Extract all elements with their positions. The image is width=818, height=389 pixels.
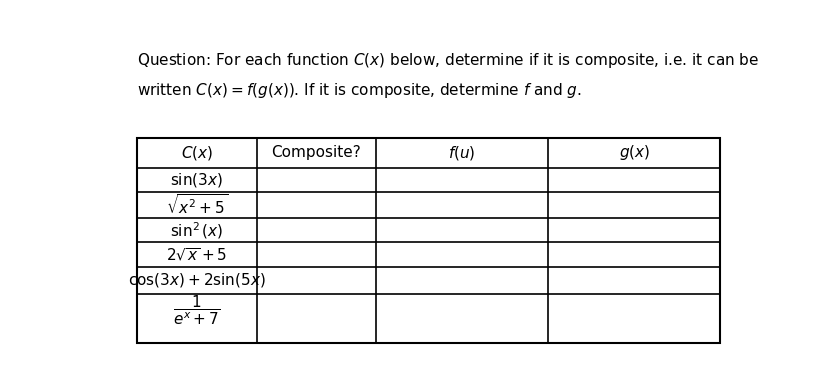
Text: $\sqrt{x^2+5}$: $\sqrt{x^2+5}$ (166, 193, 228, 217)
Text: $f(u)$: $f(u)$ (448, 144, 476, 162)
Text: $\dfrac{1}{e^x+7}$: $\dfrac{1}{e^x+7}$ (173, 293, 221, 327)
Text: $C(x)$: $C(x)$ (181, 144, 213, 162)
Text: $g(x)$: $g(x)$ (618, 144, 650, 163)
Text: Question: For each function $C(x)$ below, determine if it is composite, i.e. it : Question: For each function $C(x)$ below… (137, 51, 759, 70)
Text: written $C(x) = f(g(x))$. If it is composite, determine $f$ and $g$.: written $C(x) = f(g(x))$. If it is compo… (137, 81, 582, 100)
Text: Composite?: Composite? (272, 145, 362, 160)
Text: $2\sqrt{x}+5$: $2\sqrt{x}+5$ (166, 246, 227, 263)
Text: $\sin^2(x)$: $\sin^2(x)$ (170, 220, 223, 241)
Text: $\sin(3x)$: $\sin(3x)$ (170, 171, 223, 189)
Bar (137, 138, 721, 343)
Text: $\cos(3x)+2\sin(5x)$: $\cos(3x)+2\sin(5x)$ (128, 271, 266, 289)
